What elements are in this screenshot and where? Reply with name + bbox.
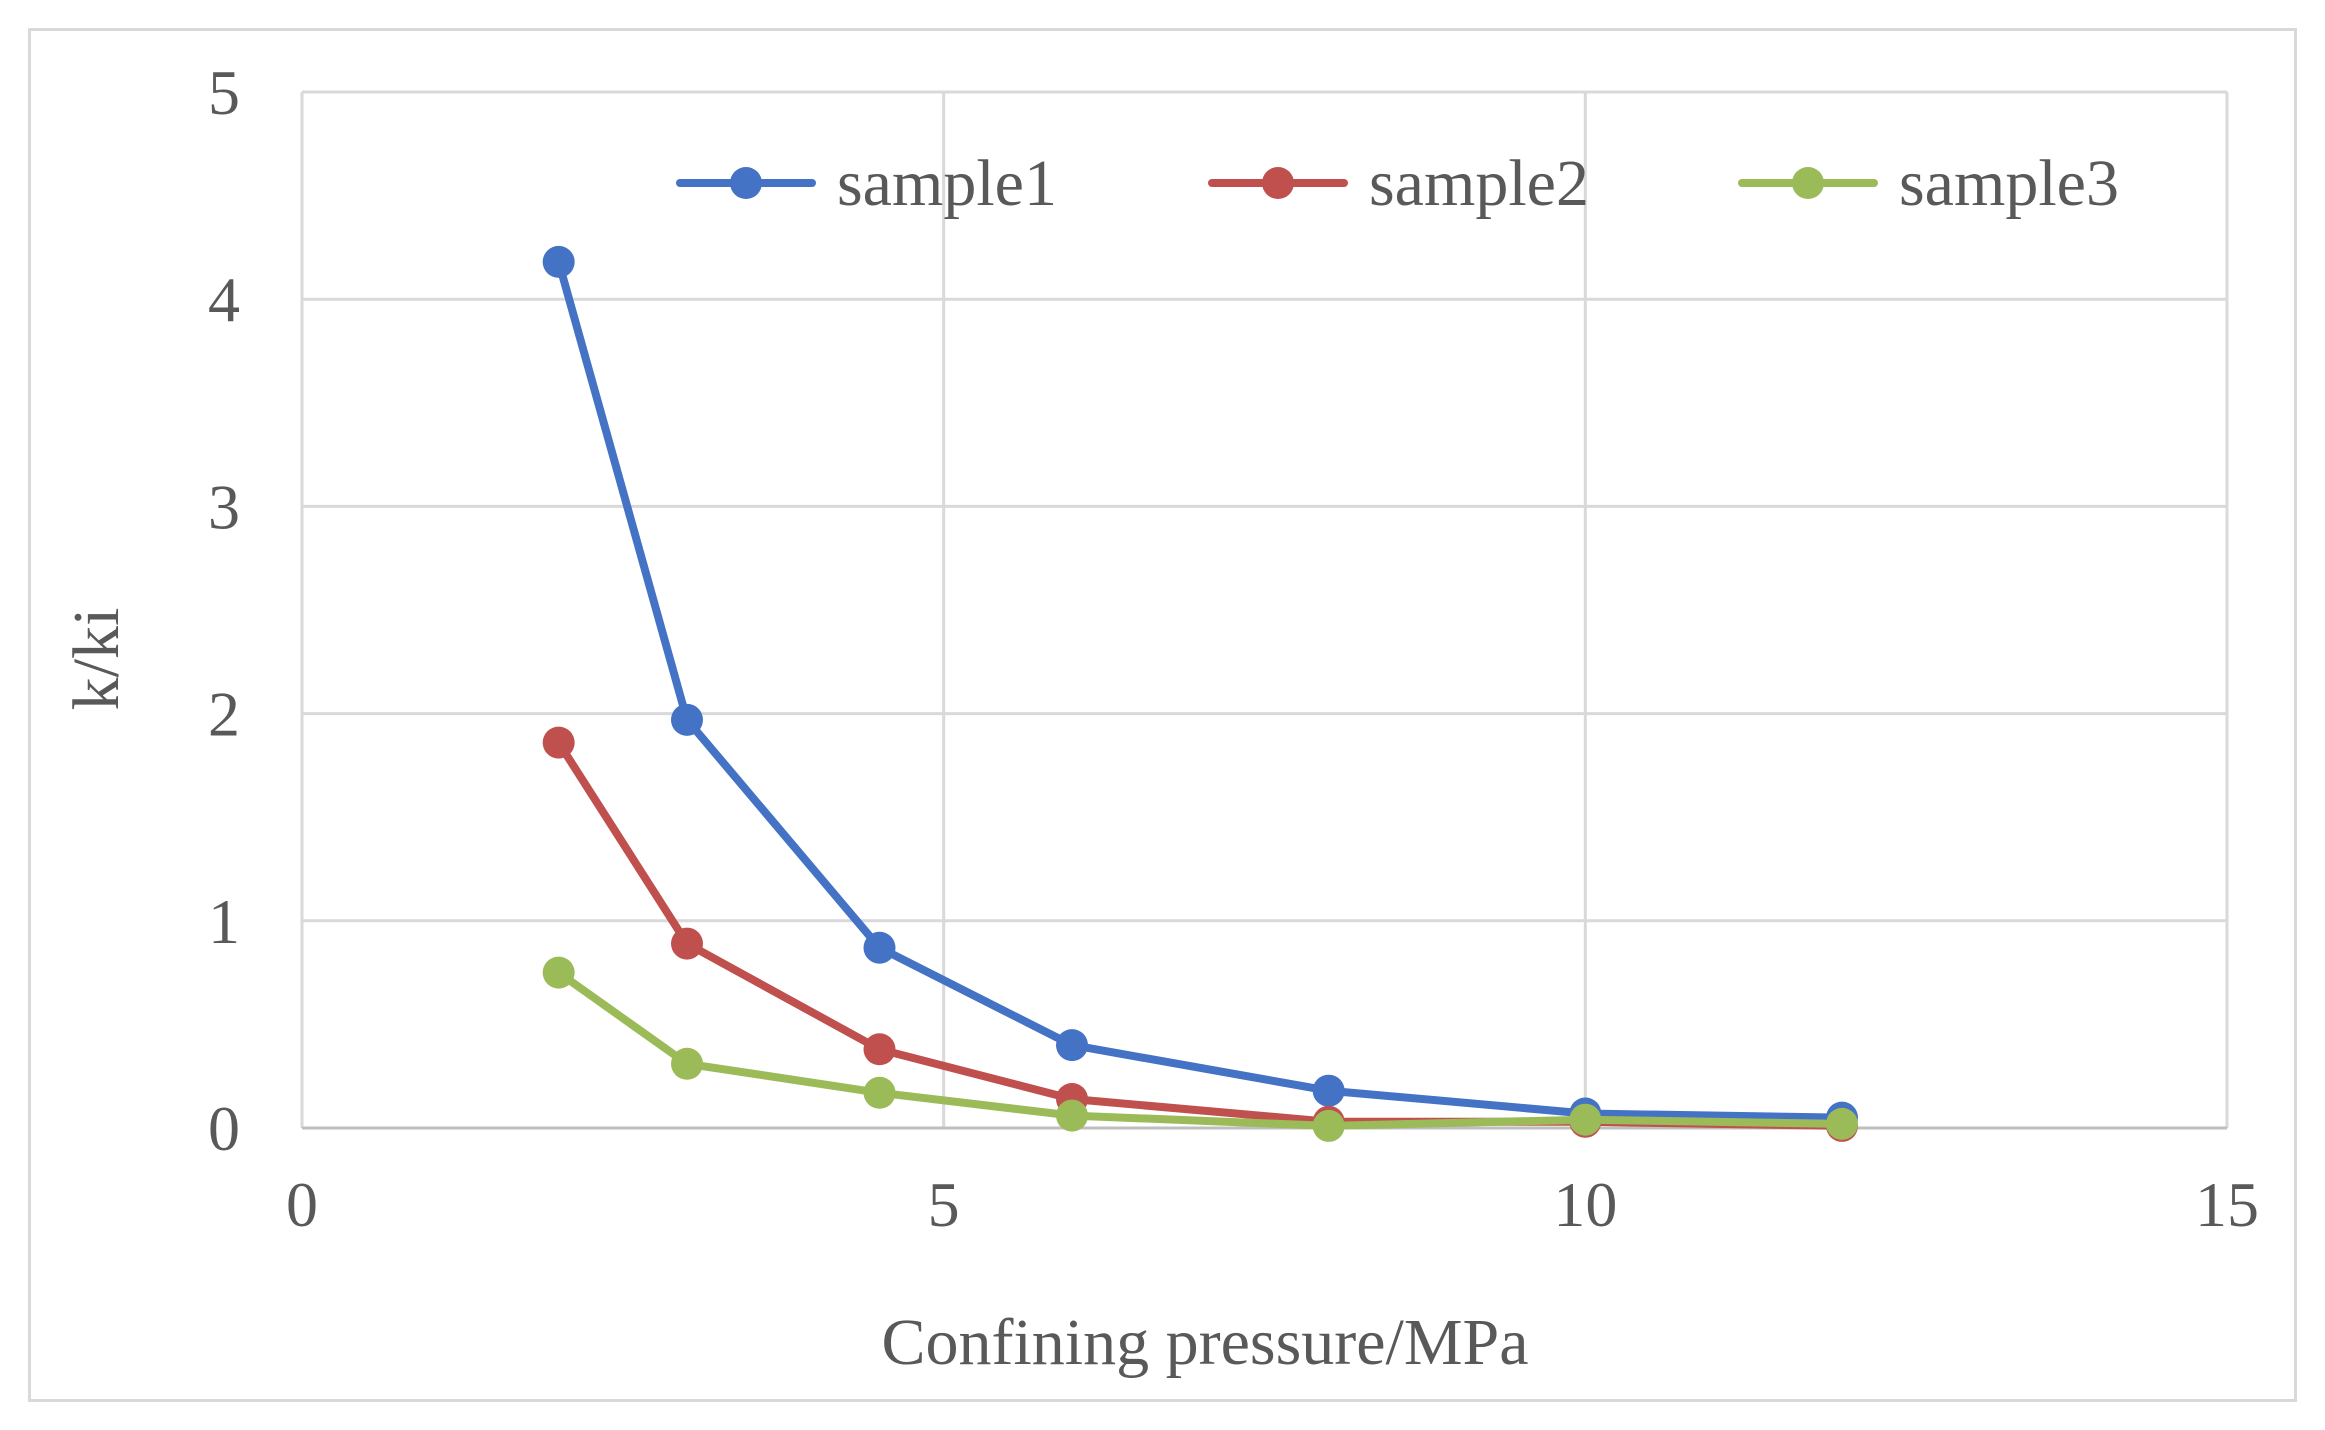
legend-item-sample1: sample1 (676, 147, 1057, 220)
legend-swatch-marker (1792, 167, 1824, 199)
series-layer (542, 245, 1858, 1142)
y-tick-label: 0 (208, 1093, 240, 1164)
grid (300, 90, 2229, 1130)
data-point-sample3 (1569, 1103, 1602, 1136)
legend-swatch-marker (730, 167, 762, 199)
legend-label: sample2 (1369, 147, 1589, 220)
series-line-sample1 (554, 257, 1846, 1122)
x-axis-title: Confining pressure/MPa (881, 1306, 1528, 1379)
data-point-sample3 (671, 1047, 703, 1080)
x-tick-label: 5 (928, 1169, 960, 1240)
data-point-sample2 (863, 1033, 896, 1066)
y-tick-label: 2 (208, 679, 240, 750)
data-point-sample3 (863, 1076, 896, 1109)
y-tick-label: 3 (208, 471, 240, 542)
data-point-sample3 (1056, 1099, 1088, 1132)
x-axis-ticks: 0 5 10 15 (286, 1169, 2259, 1240)
series-sample2 (542, 726, 1858, 1142)
series-line-sample3 (554, 968, 1846, 1130)
data-point-sample1 (1056, 1029, 1088, 1062)
y-tick-label: 5 (208, 57, 240, 128)
data-point-sample2 (671, 927, 703, 960)
x-tick-label: 0 (286, 1169, 318, 1240)
legend-item-sample3: sample3 (1738, 147, 2119, 220)
legend-swatch-marker (1262, 167, 1294, 199)
legend-label: sample3 (1899, 147, 2119, 220)
series-sample3 (542, 956, 1858, 1142)
y-axis-ticks: 0 1 2 3 4 5 (208, 57, 240, 1164)
y-tick-label: 1 (208, 886, 240, 957)
data-point-sample3 (542, 956, 575, 989)
x-tick-label: 10 (1553, 1169, 1617, 1240)
legend-item-sample2: sample2 (1208, 147, 1589, 220)
y-axis-title: k/ki (60, 608, 133, 711)
series-sample1 (542, 245, 1858, 1134)
data-point-sample3 (1826, 1107, 1858, 1140)
data-point-sample2 (542, 726, 575, 759)
data-point-sample1 (671, 703, 703, 736)
data-point-sample1 (1312, 1074, 1345, 1107)
legend-label: sample1 (837, 147, 1057, 220)
x-tick-label: 15 (2195, 1169, 2259, 1240)
legend: sample1 sample2 sample3 (676, 147, 2119, 220)
y-tick-label: 4 (208, 264, 240, 335)
data-point-sample1 (863, 931, 896, 964)
data-point-sample3 (1312, 1109, 1345, 1142)
data-point-sample1 (542, 245, 575, 278)
